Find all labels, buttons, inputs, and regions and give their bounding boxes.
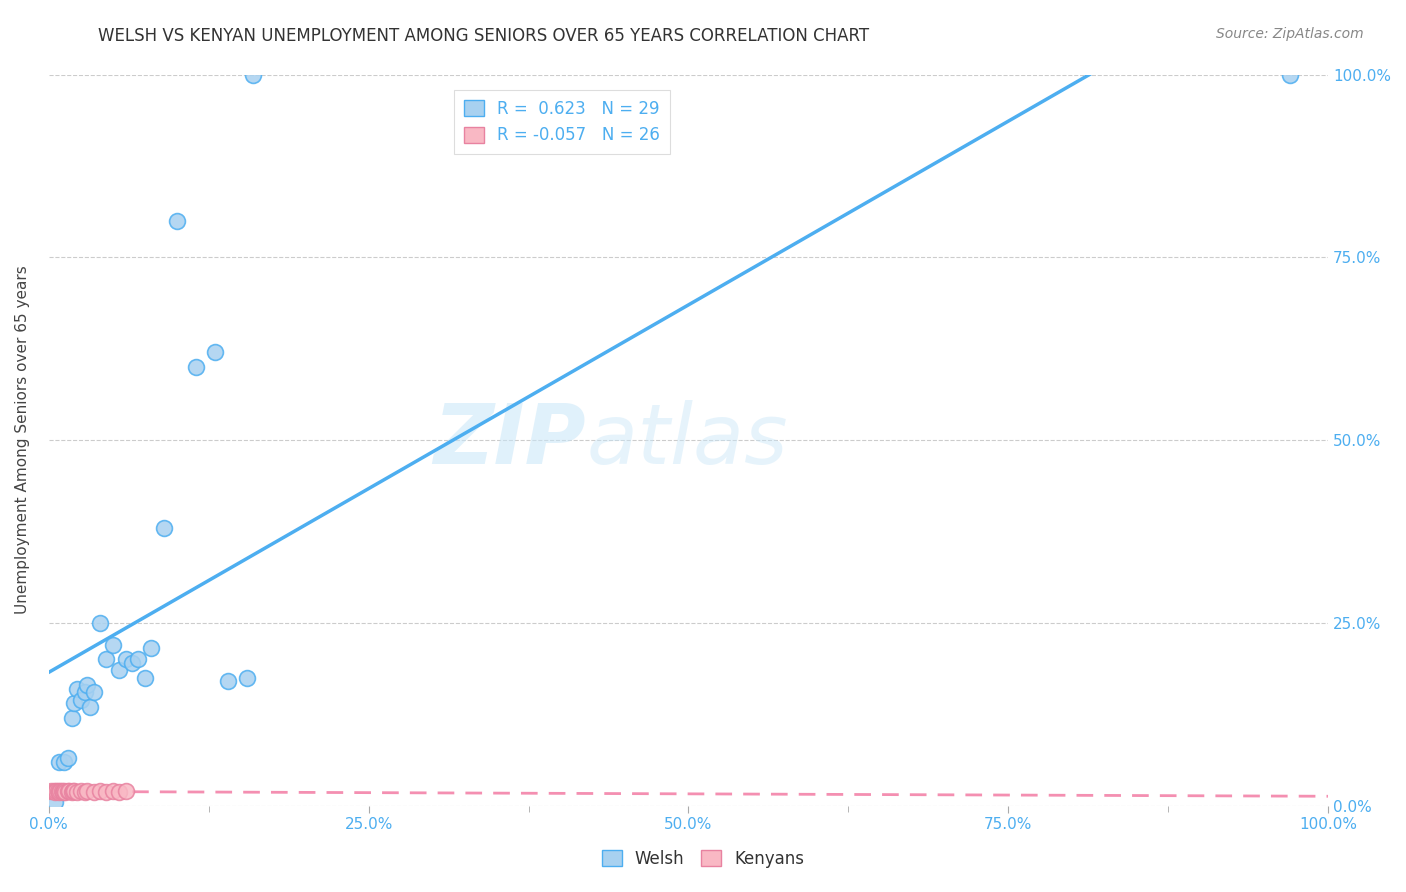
Legend: R =  0.623   N = 29, R = -0.057   N = 26: R = 0.623 N = 29, R = -0.057 N = 26 <box>454 90 669 154</box>
Point <box>60 785 83 799</box>
Point <box>49 784 72 798</box>
Point <box>73 685 96 699</box>
Point <box>56 751 79 765</box>
Point <box>73 785 96 799</box>
Point <box>44 795 66 809</box>
Point <box>236 671 259 685</box>
Point <box>79 699 101 714</box>
Point <box>127 652 149 666</box>
Point <box>53 784 76 798</box>
Point <box>52 785 75 799</box>
Text: Source: ZipAtlas.com: Source: ZipAtlas.com <box>1216 27 1364 41</box>
Point <box>242 68 264 82</box>
Point <box>108 785 131 799</box>
Point <box>134 671 156 685</box>
Point <box>204 345 226 359</box>
Point <box>114 652 136 666</box>
Point <box>96 652 118 666</box>
Point <box>48 755 70 769</box>
Y-axis label: Unemployment Among Seniors over 65 years: Unemployment Among Seniors over 65 years <box>15 266 30 615</box>
Point <box>139 641 162 656</box>
Point <box>89 784 111 798</box>
Point <box>63 696 86 710</box>
Point <box>66 785 89 799</box>
Text: ZIP: ZIP <box>433 400 586 481</box>
Point <box>101 784 124 798</box>
Point <box>53 755 76 769</box>
Point <box>89 615 111 630</box>
Point <box>96 785 118 799</box>
Point <box>39 784 62 798</box>
Point <box>51 784 73 798</box>
Point <box>66 681 89 696</box>
Point <box>83 785 105 799</box>
Point <box>153 521 176 535</box>
Point <box>55 785 77 799</box>
Point <box>45 784 67 798</box>
Text: WELSH VS KENYAN UNEMPLOYMENT AMONG SENIORS OVER 65 YEARS CORRELATION CHART: WELSH VS KENYAN UNEMPLOYMENT AMONG SENIO… <box>98 27 869 45</box>
Point <box>69 784 91 798</box>
Point <box>76 678 98 692</box>
Text: atlas: atlas <box>586 400 787 481</box>
Point <box>62 784 84 798</box>
Point <box>42 784 65 798</box>
Legend: Welsh, Kenyans: Welsh, Kenyans <box>595 844 811 875</box>
Point <box>44 785 66 799</box>
Point <box>101 638 124 652</box>
Point <box>108 664 131 678</box>
Point <box>83 685 105 699</box>
Point <box>63 784 86 798</box>
Point <box>114 784 136 798</box>
Point <box>69 692 91 706</box>
Point <box>166 213 188 227</box>
Point <box>121 656 143 670</box>
Point <box>56 784 79 798</box>
Point <box>60 711 83 725</box>
Point <box>217 674 239 689</box>
Point <box>58 784 80 798</box>
Point <box>46 784 69 798</box>
Point <box>184 359 207 374</box>
Point <box>76 784 98 798</box>
Point <box>1278 68 1301 82</box>
Point <box>48 785 70 799</box>
